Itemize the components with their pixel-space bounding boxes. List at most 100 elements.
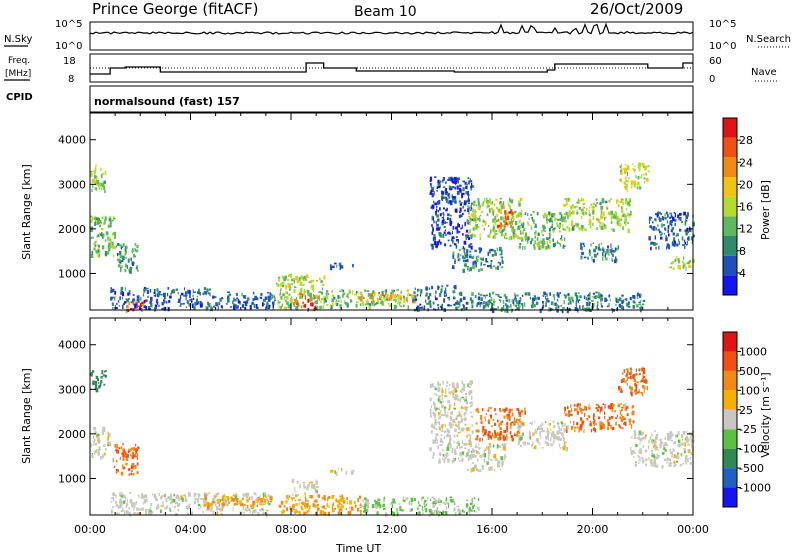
- data-cell: [407, 294, 409, 297]
- data-cell: [542, 245, 545, 248]
- data-cell: [451, 390, 453, 394]
- data-cell: [584, 412, 586, 417]
- data-cell: [641, 162, 644, 165]
- data-cell: [422, 496, 424, 499]
- data-cell: [641, 377, 645, 381]
- data-cell: [224, 499, 227, 503]
- data-cell: [626, 376, 628, 381]
- data-cell: [593, 419, 596, 423]
- data-cell: [581, 225, 584, 229]
- data-cell: [94, 431, 97, 434]
- data-cell: [442, 424, 444, 428]
- data-cell: [253, 303, 255, 308]
- data-cell: [600, 293, 602, 298]
- data-cell: [298, 499, 301, 501]
- data-cell: [94, 221, 96, 226]
- data-cell: [312, 279, 314, 282]
- data-cell: [434, 295, 436, 299]
- data-cell: [633, 306, 635, 309]
- data-cell: [491, 308, 495, 313]
- data-cell: [330, 304, 332, 308]
- data-cell: [669, 436, 672, 440]
- data-cell: [435, 407, 437, 412]
- data-cell: [519, 436, 523, 441]
- beam-title: Beam 10: [354, 4, 417, 20]
- data-cell: [469, 205, 472, 207]
- data-cell: [320, 300, 322, 303]
- data-cell: [522, 442, 525, 444]
- data-cell: [106, 251, 110, 255]
- data-cell: [155, 307, 157, 309]
- data-cell: [300, 293, 304, 296]
- data-cell: [558, 426, 560, 430]
- data-cell: [432, 236, 435, 242]
- data-cell: [462, 453, 464, 456]
- data-cell: [432, 412, 434, 415]
- data-cell: [414, 295, 416, 299]
- data-cell: [323, 300, 325, 305]
- data-cell: [609, 248, 613, 254]
- data-cell: [676, 233, 679, 237]
- x-tick-label: 12:00: [376, 523, 408, 536]
- data-cell: [492, 444, 495, 448]
- data-cell: [478, 215, 480, 220]
- data-cell: [295, 494, 298, 498]
- data-cell: [552, 220, 554, 224]
- data-cell: [467, 457, 470, 461]
- data-cell: [659, 438, 662, 442]
- data-cell: [296, 280, 299, 284]
- data-cell: [502, 299, 505, 304]
- data-cell: [461, 193, 463, 199]
- data-cell: [638, 301, 641, 304]
- data-cell: [527, 236, 530, 241]
- data-cell: [600, 205, 604, 210]
- data-cell: [431, 231, 434, 235]
- data-cell: [462, 192, 465, 196]
- data-cell: [302, 481, 305, 484]
- data-cell: [344, 300, 346, 305]
- data-cell: [127, 292, 130, 296]
- data-cell: [93, 242, 96, 245]
- data-cell: [380, 294, 382, 299]
- data-cell: [470, 468, 473, 473]
- data-cell: [188, 492, 191, 497]
- data-cell: [122, 456, 124, 459]
- data-cell: [621, 406, 624, 409]
- data-cell: [624, 200, 627, 205]
- data-cell: [469, 381, 472, 386]
- data-cell: [676, 456, 680, 460]
- data-cell: [465, 392, 467, 395]
- data-cell: [114, 501, 118, 504]
- data-cell: [568, 296, 571, 301]
- data-cell: [590, 220, 592, 224]
- data-cell: [582, 207, 584, 210]
- data-cell: [659, 443, 663, 446]
- data-cell: [638, 303, 642, 306]
- data-cell: [112, 245, 114, 249]
- data-cell: [124, 499, 127, 502]
- data-cell: [136, 507, 139, 511]
- data-cell: [423, 501, 425, 506]
- data-cell: [202, 511, 204, 514]
- data-cell: [369, 296, 373, 300]
- data-cell: [222, 501, 224, 504]
- data-cell: [467, 232, 470, 235]
- data-cell: [303, 486, 306, 489]
- data-cell: [407, 292, 410, 295]
- data-cell: [501, 443, 504, 447]
- data-cell: [464, 423, 467, 426]
- data-cell: [512, 237, 515, 240]
- data-cell: [470, 395, 473, 400]
- data-cell: [560, 432, 564, 435]
- data-cell: [492, 300, 495, 304]
- data-cell: [222, 495, 224, 500]
- data-cell: [434, 403, 436, 406]
- data-cell: [112, 492, 115, 497]
- data-cell: [586, 302, 589, 307]
- data-cell: [529, 296, 531, 300]
- data-cell: [342, 500, 346, 504]
- data-cell: [468, 229, 471, 234]
- data-cell: [386, 298, 389, 301]
- data-cell: [113, 231, 116, 236]
- data-cell: [638, 450, 642, 454]
